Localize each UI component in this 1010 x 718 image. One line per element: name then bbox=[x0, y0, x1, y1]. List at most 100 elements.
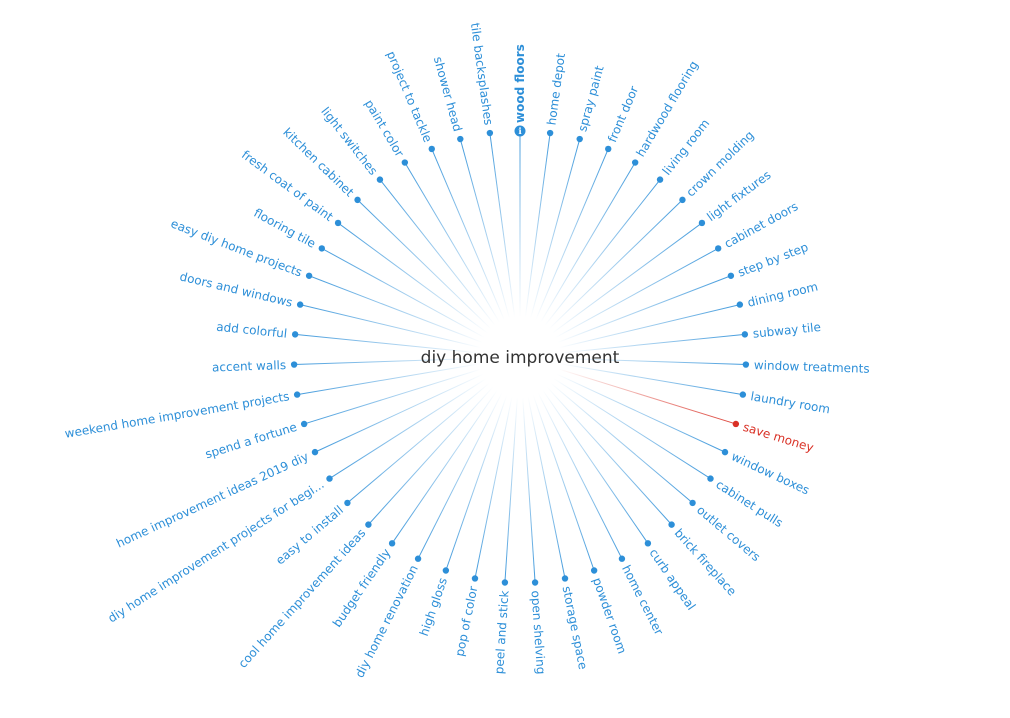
spoke-dot[interactable] bbox=[344, 499, 351, 507]
spoke-label[interactable]: wood floors bbox=[513, 44, 527, 123]
spoke-dot[interactable] bbox=[293, 391, 301, 398]
spoke-dot[interactable] bbox=[471, 575, 479, 582]
spoke[interactable]: brick fireplace bbox=[546, 386, 739, 599]
spoke-dot[interactable] bbox=[457, 135, 464, 143]
spoke-dot[interactable] bbox=[741, 331, 749, 338]
spoke-dot[interactable] bbox=[354, 196, 361, 204]
spoke-line bbox=[295, 333, 481, 354]
spoke[interactable]: light fixtures bbox=[551, 168, 774, 334]
spoke-label[interactable]: spray paint bbox=[575, 64, 606, 133]
spoke-dot[interactable] bbox=[318, 245, 326, 252]
spoke-label[interactable]: save money bbox=[741, 420, 815, 455]
spoke-dot[interactable] bbox=[739, 391, 747, 398]
spoke[interactable]: subway tile bbox=[559, 320, 822, 354]
spoke-dot[interactable] bbox=[428, 145, 435, 153]
spoke-dot[interactable] bbox=[334, 219, 342, 227]
spoke-dot[interactable] bbox=[311, 448, 319, 456]
spoke-label[interactable]: spend a fortune bbox=[204, 420, 299, 462]
spoke-label[interactable]: accent walls bbox=[212, 358, 287, 374]
spoke-dot[interactable] bbox=[486, 129, 494, 137]
spoke[interactable]: light switches bbox=[318, 105, 496, 326]
spoke-label[interactable]: open shelving bbox=[528, 590, 548, 675]
spoke-label[interactable]: add colorful bbox=[216, 320, 288, 341]
spoke-label[interactable]: storage space bbox=[560, 585, 591, 671]
spoke-dot[interactable] bbox=[656, 176, 664, 183]
spoke-label[interactable]: subway tile bbox=[752, 320, 821, 341]
spoke[interactable]: living room bbox=[544, 116, 713, 326]
spoke[interactable]: high gloss bbox=[417, 394, 508, 638]
spoke-dot[interactable] bbox=[714, 245, 722, 252]
spoke-label[interactable]: shower head bbox=[431, 55, 465, 133]
spoke-dot[interactable] bbox=[561, 575, 569, 582]
spoke[interactable]: tile backsplashes bbox=[468, 22, 516, 318]
spoke-dot[interactable] bbox=[618, 555, 626, 562]
spoke-dot[interactable] bbox=[590, 567, 598, 574]
spoke-label[interactable]: powder room bbox=[590, 576, 629, 656]
spoke[interactable]: home improvement ideas 2019 diy bbox=[114, 373, 484, 551]
spoke[interactable]: spend a fortune bbox=[204, 368, 482, 462]
spoke-dot[interactable] bbox=[679, 196, 686, 204]
spoke-label[interactable]: home center bbox=[619, 563, 666, 638]
spoke-dot[interactable] bbox=[401, 159, 409, 166]
spoke-dot[interactable] bbox=[698, 219, 706, 227]
spoke[interactable]: open shelving bbox=[522, 396, 548, 675]
spoke-dot[interactable] bbox=[631, 159, 639, 166]
spoke[interactable]: window treatments bbox=[559, 357, 870, 376]
spoke[interactable]: shower head bbox=[431, 55, 510, 319]
spoke-dot[interactable] bbox=[721, 448, 729, 456]
spoke-dot[interactable] bbox=[732, 420, 740, 428]
spoke-label[interactable]: flooring tile bbox=[251, 206, 318, 251]
spoke-dot[interactable] bbox=[576, 135, 583, 143]
spoke[interactable]: ℹ wood floors bbox=[513, 44, 527, 317]
spoke-label[interactable]: doors and windows bbox=[178, 269, 294, 309]
spoke-dot[interactable] bbox=[605, 145, 612, 153]
spoke-dot[interactable] bbox=[501, 579, 509, 586]
spoke-dot[interactable] bbox=[442, 567, 450, 574]
spoke-dot[interactable] bbox=[689, 499, 696, 507]
spoke-dot[interactable] bbox=[376, 176, 384, 183]
spoke-dot[interactable] bbox=[736, 301, 744, 308]
spoke-label[interactable]: home depot bbox=[544, 52, 568, 126]
spoke-dot[interactable] bbox=[668, 521, 675, 528]
spoke-label[interactable]: pop of color bbox=[453, 585, 481, 658]
spoke-label[interactable]: paint color bbox=[362, 97, 407, 159]
spoke-label[interactable]: front door bbox=[605, 84, 641, 144]
spoke-line bbox=[474, 396, 513, 579]
spoke-line bbox=[542, 389, 649, 544]
spoke-dot[interactable] bbox=[742, 361, 750, 368]
spoke-dot[interactable] bbox=[531, 579, 539, 586]
info-icon-glyph: ℹ bbox=[518, 127, 522, 137]
spoke-label[interactable]: step by step bbox=[736, 240, 810, 280]
spoke[interactable]: doors and windows bbox=[178, 269, 482, 349]
spoke[interactable]: peel and stick bbox=[492, 396, 518, 675]
spoke[interactable]: home depot bbox=[524, 52, 568, 318]
spoke-dot[interactable] bbox=[546, 129, 554, 137]
spoke-line bbox=[321, 247, 486, 339]
spoke-label[interactable]: peel and stick bbox=[492, 590, 512, 675]
spoke-dot[interactable] bbox=[300, 420, 308, 428]
spoke-dot[interactable] bbox=[388, 540, 396, 547]
spoke-line bbox=[522, 396, 536, 583]
spoke-dot[interactable] bbox=[414, 555, 422, 562]
spoke[interactable]: kitchen cabinet bbox=[280, 125, 492, 330]
spoke-dot[interactable] bbox=[296, 301, 304, 308]
spoke-label[interactable]: dining room bbox=[746, 279, 819, 309]
spoke-dot[interactable] bbox=[707, 475, 714, 482]
info-icon[interactable] bbox=[514, 125, 526, 137]
spoke-label[interactable]: window treatments bbox=[754, 358, 870, 376]
spoke-label[interactable]: high gloss bbox=[417, 576, 450, 638]
spoke-line bbox=[544, 179, 661, 326]
spoke-dot[interactable] bbox=[290, 361, 298, 368]
spoke[interactable]: crown molding bbox=[548, 128, 757, 330]
spoke-label[interactable]: home improvement ideas 2019 diy bbox=[114, 449, 311, 550]
spoke-dot[interactable] bbox=[305, 272, 313, 279]
spoke-dot[interactable] bbox=[326, 475, 333, 482]
spoke-label[interactable]: laundry room bbox=[750, 389, 832, 416]
spoke[interactable]: powder room bbox=[532, 394, 629, 656]
spoke-label[interactable]: tile backsplashes bbox=[468, 22, 496, 126]
spoke-dot[interactable] bbox=[365, 521, 372, 528]
spoke[interactable]: accent walls bbox=[212, 357, 481, 374]
spoke-dot[interactable] bbox=[644, 540, 652, 547]
spoke-dot[interactable] bbox=[291, 331, 299, 338]
spoke-dot[interactable] bbox=[727, 272, 735, 279]
